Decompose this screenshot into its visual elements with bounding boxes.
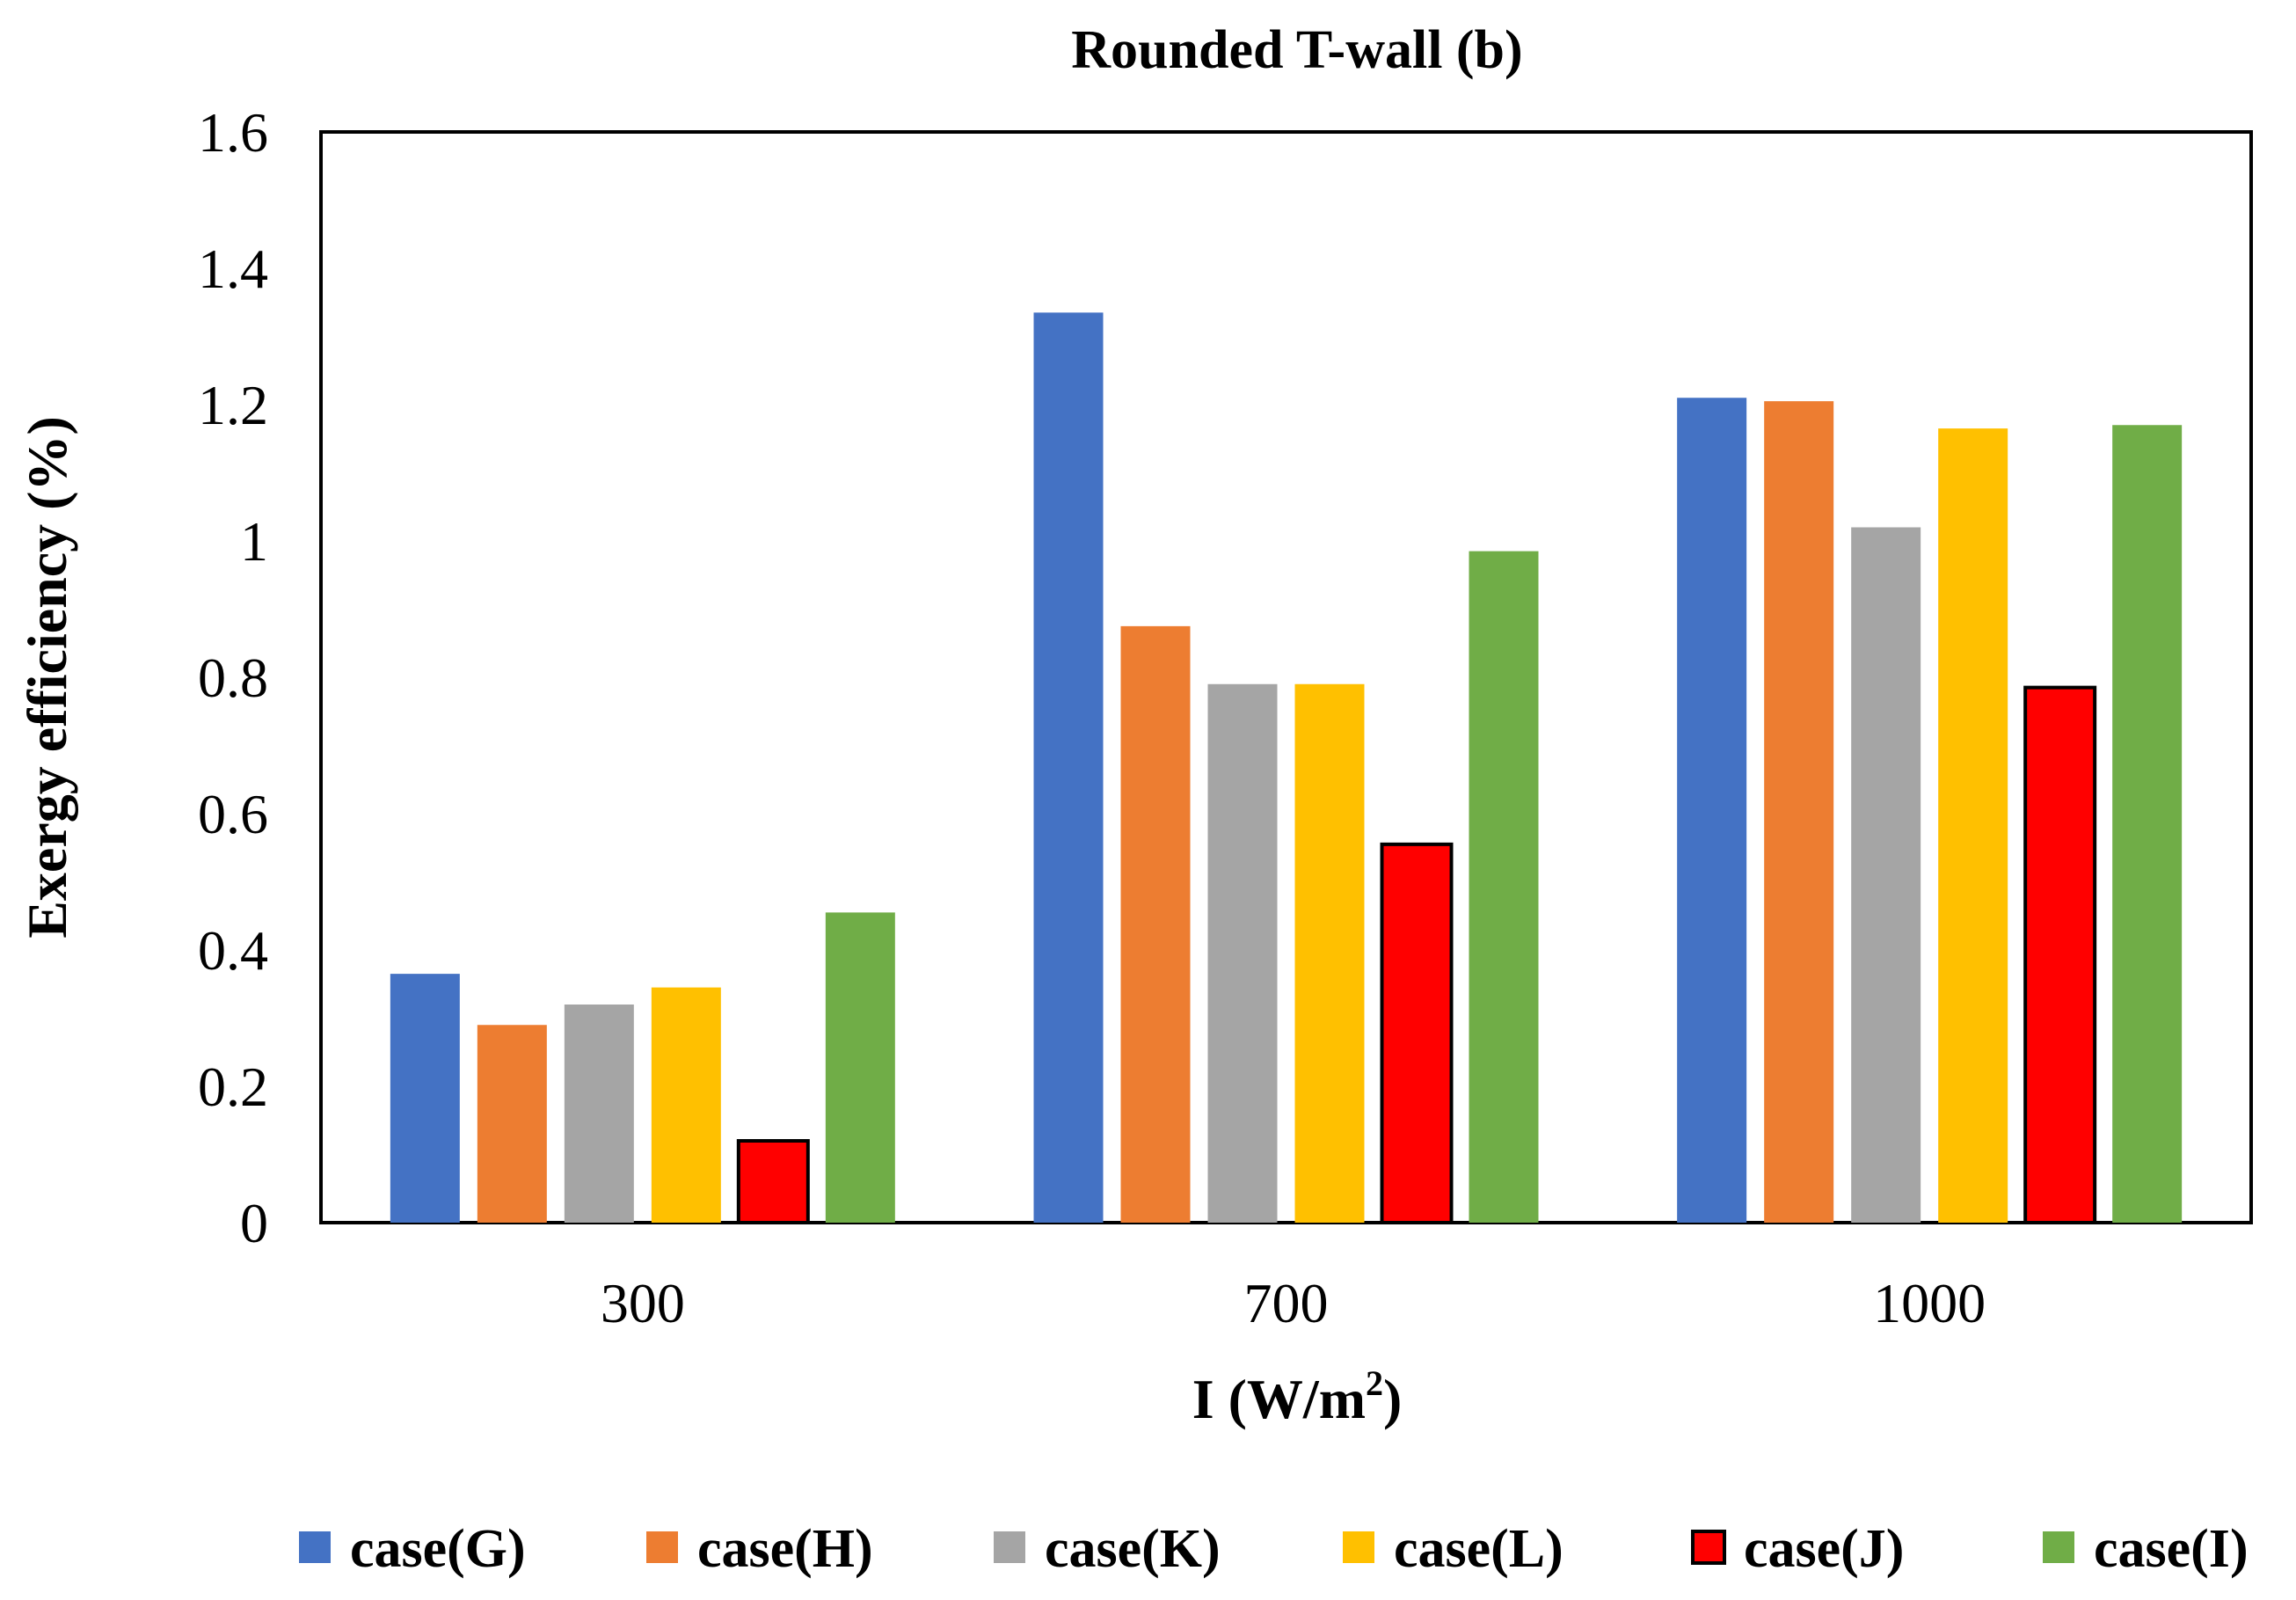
y-tick-label: 0.8 [198, 647, 268, 709]
bars [390, 312, 2183, 1224]
bar-casek-1000 [1851, 527, 1921, 1223]
legend-swatch-casel [1343, 1531, 1374, 1563]
bar-casek-700 [1207, 683, 1278, 1223]
x-axis-title-main: I (W/m [1192, 1368, 1366, 1430]
bar-casej-300 [736, 1139, 810, 1224]
y-tick-label: 0.4 [198, 919, 268, 982]
y-tick-label: 0.6 [198, 783, 268, 845]
bar-caseh-1000 [1764, 401, 1834, 1223]
y-tick-label: 1 [240, 510, 268, 573]
legend-label: case(L) [1394, 1519, 1563, 1579]
y-axis-ticks: 0 0.2 0.4 0.6 0.8 1 1.2 1.4 1.6 [198, 101, 268, 1254]
x-tick-label: 700 [1244, 1272, 1329, 1334]
legend-label: case(J) [1744, 1519, 1904, 1579]
y-tick-label: 1.4 [198, 237, 268, 300]
x-axis-ticks: 300 700 1000 [601, 1272, 1986, 1334]
legend-swatch-casej [1691, 1530, 1726, 1565]
legend-label: case(I) [2094, 1519, 2249, 1579]
legend-swatch-caseh [646, 1531, 678, 1563]
x-tick-label: 1000 [1873, 1272, 1986, 1334]
bar-casel-300 [651, 987, 721, 1223]
legend-swatch-caseg [299, 1531, 331, 1563]
bar-casek-300 [564, 1005, 634, 1223]
bar-casej-1000 [2023, 685, 2097, 1224]
x-tick-label: 300 [601, 1272, 685, 1334]
bar-casei-700 [1469, 551, 1539, 1223]
legend-label: case(H) [697, 1519, 873, 1579]
x-axis-title-end: ) [1383, 1368, 1402, 1430]
legend-swatch-casei [2043, 1531, 2074, 1563]
legend-swatch-casek [994, 1531, 1025, 1563]
bar-caseg-1000 [1677, 398, 1747, 1223]
x-axis-title-sup: 2 [1366, 1363, 1383, 1403]
legend-label: case(K) [1045, 1519, 1221, 1579]
bar-caseh-300 [477, 1025, 547, 1223]
x-axis-title: I (W/m2) [1192, 1363, 1403, 1430]
y-tick-label: 0.2 [198, 1056, 268, 1118]
legend-label: case(G) [350, 1519, 526, 1579]
y-tick-label: 1.2 [198, 374, 268, 436]
bar-casej-700 [1380, 842, 1454, 1224]
y-tick-label: 0 [240, 1192, 268, 1254]
chart-title: Rounded T-wall (b) [1071, 20, 1522, 80]
bar-caseh-700 [1120, 625, 1191, 1223]
y-tick-label: 1.6 [198, 101, 268, 164]
bar-caseg-700 [1033, 312, 1104, 1223]
bar-caseg-300 [390, 974, 460, 1223]
bar-casei-300 [825, 912, 895, 1223]
bar-casel-1000 [1938, 428, 2008, 1223]
y-axis-title: Exergy efficiency (%) [16, 416, 78, 939]
plot-area-frame [319, 130, 2253, 1224]
bar-casei-1000 [2112, 425, 2183, 1223]
bar-casel-700 [1294, 683, 1365, 1223]
legend: case(G) case(H) case(K) case(L) case(J) case(… [299, 1519, 2249, 1579]
